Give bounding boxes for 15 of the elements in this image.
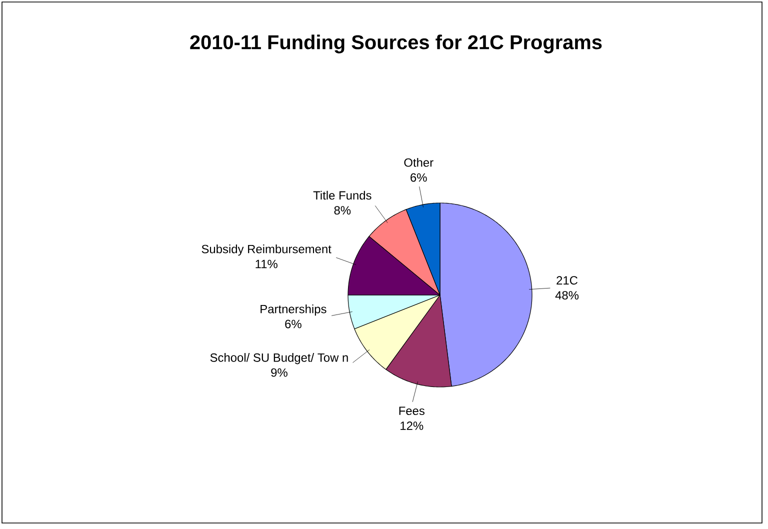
chart-title: 2010-11 Funding Sources for 21C Programs <box>190 34 602 54</box>
data-label: 6% <box>410 173 427 182</box>
slice-label: Fees <box>399 406 424 416</box>
data-label: 8% <box>334 206 351 215</box>
slice-label: School/ SU Budget/ Tow n <box>210 353 348 364</box>
slice-label: Partnerships <box>260 304 326 316</box>
data-label: 12% <box>400 422 424 430</box>
slice-label: Other <box>404 158 434 167</box>
slice-label: Title Funds <box>313 190 372 200</box>
data-label: 48% <box>555 291 579 300</box>
slice-label: 21C <box>556 276 578 285</box>
data-label: 9% <box>271 368 288 377</box>
slice-label: Subsidy Reimbursement <box>202 244 332 256</box>
data-label: 11% <box>256 260 278 268</box>
data-label: 6% <box>285 320 302 328</box>
